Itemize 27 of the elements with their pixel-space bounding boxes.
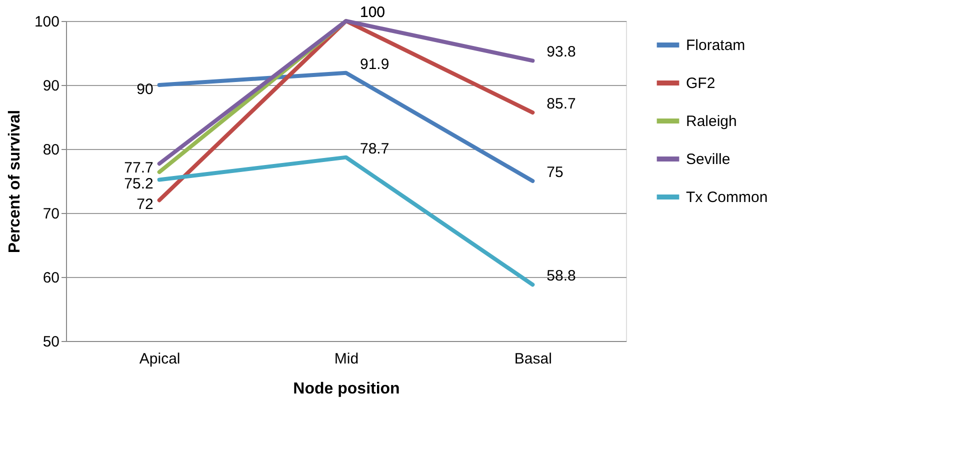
data-label: 78.7 <box>360 140 390 158</box>
legend-label: Raleigh <box>686 113 737 130</box>
legend-label: Seville <box>686 151 730 168</box>
data-label: 75 <box>546 164 564 181</box>
data-label: 77.7 <box>124 160 154 177</box>
data-label: 100 <box>360 4 386 21</box>
y-tick-label: 60 <box>42 270 60 286</box>
data-label: 85.7 <box>546 96 576 113</box>
legend-label: Tx Common <box>686 189 768 206</box>
data-label: 75.2 <box>124 176 154 193</box>
y-tick-label: 90 <box>42 78 60 94</box>
legend-label: GF2 <box>686 75 716 92</box>
y-axis-title: Percent of survival <box>6 110 24 254</box>
data-label: 91.9 <box>360 56 390 73</box>
x-axis-title: Node position <box>293 380 400 398</box>
y-tick-label: 80 <box>42 142 60 158</box>
y-tick-label: 50 <box>42 334 60 350</box>
y-tick-label: 100 <box>34 14 60 30</box>
x-tick-label: Mid <box>334 350 359 368</box>
data-label: 90 <box>136 81 154 98</box>
y-tick-label: 70 <box>42 206 60 222</box>
data-label: 58.8 <box>546 268 576 285</box>
legend-label: Floratam <box>686 37 746 54</box>
data-label: 72 <box>136 196 154 214</box>
x-tick-label: Apical <box>139 350 180 368</box>
x-tick-label: Basal <box>514 350 552 368</box>
data-label: 93.8 <box>546 44 576 61</box>
